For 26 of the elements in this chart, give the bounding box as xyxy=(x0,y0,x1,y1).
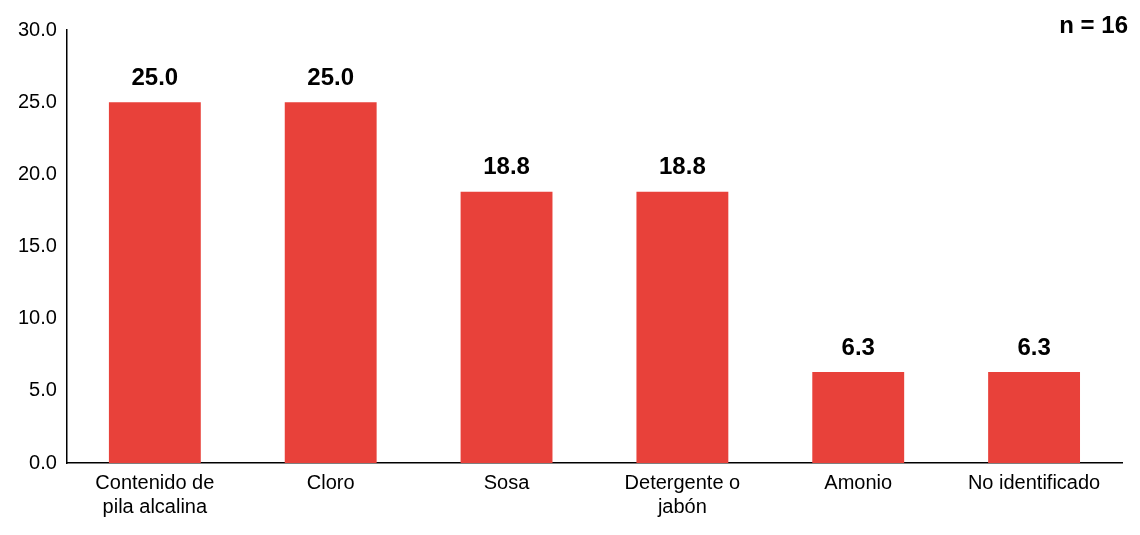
bar xyxy=(460,191,553,463)
data-label: 18.8 xyxy=(659,152,706,180)
data-label: 6.3 xyxy=(1017,332,1051,360)
bar xyxy=(284,102,377,463)
bar xyxy=(988,372,1081,463)
y-tick-label: 10.0 xyxy=(17,306,57,329)
x-tick-label: Contenido de pila alcalina xyxy=(95,470,215,517)
bar xyxy=(812,372,905,463)
y-tick-label: 25.0 xyxy=(17,89,57,112)
data-label: 18.8 xyxy=(483,152,530,180)
bar xyxy=(108,102,201,463)
y-tick-label: 20.0 xyxy=(17,161,57,184)
bar xyxy=(636,191,729,463)
x-tick-label: Sosa xyxy=(483,470,531,493)
y-tick-label: 30.0 xyxy=(17,17,57,40)
x-tick-label: Detergente o jabón xyxy=(624,470,741,517)
data-label: 25.0 xyxy=(131,62,179,90)
x-tick-label: Cloro xyxy=(306,470,355,493)
x-tick-label: No identificado xyxy=(967,470,1101,493)
data-label: 25.0 xyxy=(307,62,355,90)
x-tick-label: Amonio xyxy=(824,470,893,493)
annotation: n = 16 xyxy=(1059,10,1128,38)
y-tick-label: 5.0 xyxy=(29,378,57,401)
data-label: 6.3 xyxy=(841,332,875,360)
y-tick-label: 15.0 xyxy=(17,234,57,257)
y-tick-label: 0.0 xyxy=(29,450,57,473)
